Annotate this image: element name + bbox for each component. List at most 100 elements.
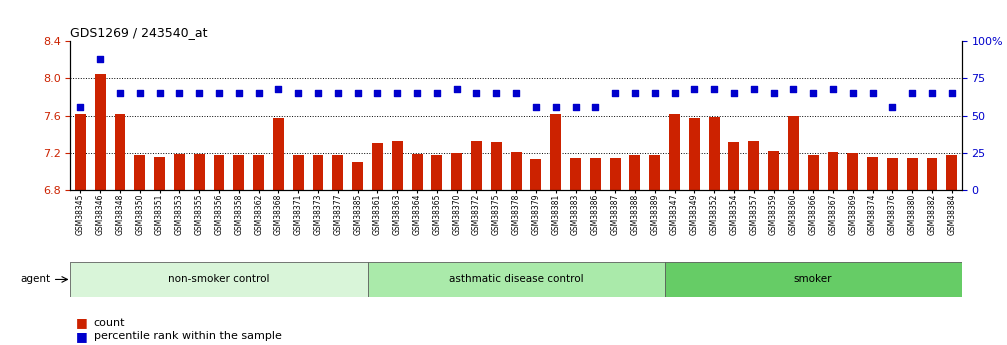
Bar	[669, 114, 680, 190]
Bar	[451, 152, 462, 190]
Point	[191, 90, 207, 96]
Point	[310, 90, 326, 96]
Point	[429, 90, 445, 96]
Bar	[689, 118, 700, 190]
Bar	[490, 141, 501, 190]
Bar	[95, 74, 106, 190]
Point	[726, 90, 742, 96]
Bar	[134, 155, 145, 190]
Bar	[174, 154, 185, 190]
Bar	[808, 155, 819, 190]
Point	[508, 90, 524, 96]
Bar	[709, 117, 720, 190]
Point	[607, 90, 623, 96]
Bar	[372, 144, 383, 190]
Point	[805, 90, 821, 96]
Bar	[253, 156, 264, 190]
Point	[409, 90, 425, 96]
Bar	[531, 159, 542, 190]
Bar	[570, 158, 581, 190]
Point	[745, 86, 761, 92]
Text: ■: ■	[76, 330, 88, 343]
Point	[646, 90, 663, 96]
Bar	[193, 154, 204, 190]
Bar	[431, 156, 442, 190]
Text: asthmatic disease control: asthmatic disease control	[449, 275, 583, 284]
Bar	[293, 156, 304, 190]
Bar	[787, 116, 799, 190]
Bar	[312, 155, 323, 190]
Point	[864, 90, 880, 96]
Point	[785, 86, 802, 92]
Point	[329, 90, 345, 96]
Bar	[154, 157, 165, 190]
Point	[290, 90, 306, 96]
Bar	[392, 141, 403, 190]
Point	[884, 104, 900, 109]
Bar	[412, 154, 423, 190]
Point	[210, 90, 227, 96]
Point	[112, 90, 128, 96]
Bar	[213, 155, 225, 190]
Point	[448, 86, 464, 92]
Text: count: count	[94, 318, 125, 327]
Bar	[550, 114, 561, 190]
Point	[567, 104, 583, 109]
Point	[251, 90, 267, 96]
Bar	[650, 155, 661, 190]
Point	[587, 104, 603, 109]
Point	[944, 90, 960, 96]
Text: agent: agent	[20, 275, 50, 284]
Text: non-smoker control: non-smoker control	[168, 275, 270, 284]
Text: percentile rank within the sample: percentile rank within the sample	[94, 332, 282, 341]
Point	[626, 90, 642, 96]
Point	[686, 86, 702, 92]
Point	[765, 90, 781, 96]
Bar	[511, 152, 522, 190]
Bar	[590, 158, 601, 190]
Bar	[748, 141, 759, 190]
Point	[488, 90, 505, 96]
Bar	[728, 141, 739, 190]
Bar	[115, 114, 126, 190]
Bar	[768, 151, 779, 190]
Bar	[847, 152, 858, 190]
Bar	[867, 157, 878, 190]
Point	[349, 90, 366, 96]
Bar	[629, 155, 640, 190]
Text: smoker: smoker	[794, 275, 833, 284]
Point	[132, 90, 148, 96]
Bar	[906, 158, 917, 190]
Bar	[828, 152, 839, 190]
Point	[270, 86, 286, 92]
Point	[845, 90, 861, 96]
Text: ■: ■	[76, 316, 88, 329]
Point	[528, 104, 544, 109]
Bar	[471, 141, 482, 190]
Point	[667, 90, 683, 96]
Bar	[609, 158, 620, 190]
Point	[370, 90, 386, 96]
Bar	[352, 162, 364, 190]
Point	[548, 104, 564, 109]
Point	[468, 90, 484, 96]
Bar	[665, 262, 962, 297]
Point	[171, 90, 187, 96]
Bar	[926, 158, 938, 190]
Bar	[75, 114, 86, 190]
Point	[93, 57, 108, 62]
Text: GDS1269 / 243540_at: GDS1269 / 243540_at	[70, 26, 208, 39]
Bar	[887, 158, 898, 190]
Bar	[234, 156, 245, 190]
Bar	[368, 262, 665, 297]
Point	[389, 90, 405, 96]
Bar	[947, 156, 958, 190]
Bar	[70, 262, 368, 297]
Point	[73, 104, 89, 109]
Point	[825, 86, 841, 92]
Point	[151, 90, 167, 96]
Point	[706, 86, 722, 92]
Point	[923, 90, 940, 96]
Bar	[332, 156, 343, 190]
Point	[231, 90, 247, 96]
